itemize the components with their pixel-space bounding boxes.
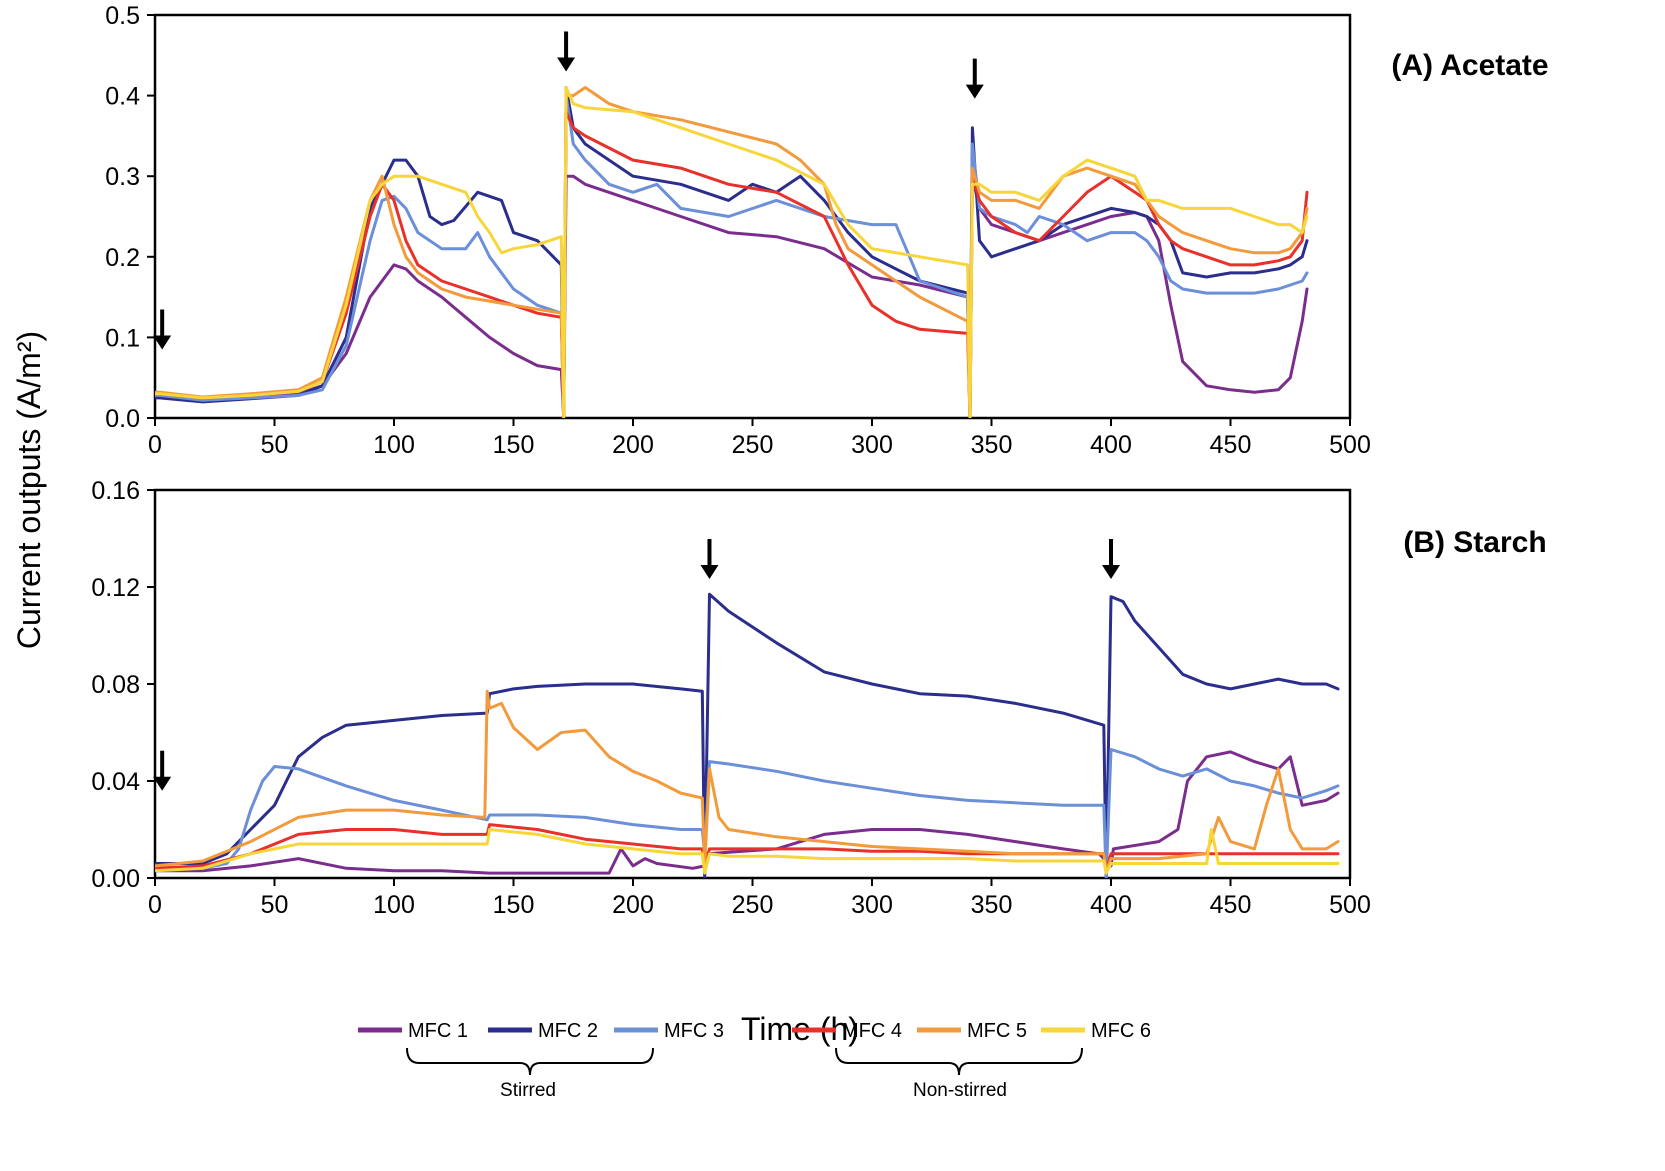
y-axis-title: Current outputs (A/m²) [11,331,47,649]
starch-series-mfc-6 [155,828,1340,875]
feeding-arrow-icon [700,539,719,579]
panel-starch: 0 50 100 150 200 250 300 350 400 450 500 0.00 0.04 0.… [91,477,1546,919]
legend: MFC 1 MFC 2 MFC 3 Stirred MFC 4 MFC 5 MFC 6 Non… [358,1020,1151,1101]
legend-label: MFC 4 [842,1020,902,1042]
acetate-plot-frame [153,13,1352,420]
starch-x-tick-label: 300 [851,891,893,919]
acetate-series-mfc-3 [155,94,1309,418]
panel-acetate: 0 50 100 150 200 250 300 350 400 450 500 0.0 0.1 0.2 0… [105,2,1548,459]
acetate-y-tick-label: 0.5 [105,2,140,30]
starch-x-tick-label: 500 [1329,891,1371,919]
starch-y-tick-label: 0.08 [91,671,140,699]
starch-series-mfc-2 [155,592,1340,878]
acetate-x-tick-label: 150 [493,431,535,459]
starch-series-group [155,592,1340,878]
acetate-x-tick-label: 250 [732,431,774,459]
feeding-arrow-icon [1102,539,1120,579]
starch-x-tick-label: 400 [1090,891,1132,919]
feeding-arrow-icon [153,309,172,350]
legend-item-mfc-4: MFC 4 [792,1020,902,1042]
legend-group-brace [406,1047,654,1076]
starch-x-tick-label: 200 [612,891,654,919]
acetate-series-group [155,86,1309,418]
legend-group-brace [835,1047,1083,1076]
starch-x-tick-label: 450 [1210,891,1252,919]
legend-label: MFC 5 [967,1020,1027,1042]
starch-series-mfc-5 [155,689,1340,873]
starch-x-tick-label: 100 [373,891,415,919]
starch-series-mfc-4 [155,823,1340,873]
starch-series-mfc-3 [155,748,1340,878]
acetate-x-tick-label: 450 [1210,431,1252,459]
legend-label: MFC 2 [538,1020,598,1042]
feeding-arrow-icon [965,58,984,99]
legend-group-label-stirred: Stirred [500,1080,556,1101]
legend-item-mfc-3: MFC 3 [614,1020,724,1042]
legend-item-mfc-2: MFC 2 [488,1020,598,1042]
legend-label: MFC 3 [664,1020,724,1042]
starch-plot-frame [153,488,1352,880]
acetate-series-mfc-5 [155,86,1309,418]
legend-label: MFC 6 [1091,1020,1151,1042]
starch-y-tick-label: 0.04 [91,768,140,796]
acetate-series-mfc-6 [155,86,1309,418]
acetate-y-tick-label: 0.0 [105,405,140,433]
starch-y-tick-label: 0.16 [91,477,140,505]
starch-x-tick-label: 50 [261,891,289,919]
legend-item-mfc-1: MFC 1 [358,1020,468,1042]
legend-item-mfc-6: MFC 6 [1041,1020,1151,1042]
starch-x-tick-label: 350 [971,891,1013,919]
feeding-arrow-icon [557,31,576,72]
acetate-x-tick-label: 400 [1090,431,1132,459]
acetate-y-tick-label: 0.3 [105,163,140,191]
legend-group-label-non-stirred: Non-stirred [913,1080,1007,1101]
acetate-x-tick-label: 500 [1329,431,1371,459]
legend-label: MFC 1 [408,1020,468,1042]
acetate-x-tick-label: 0 [148,431,162,459]
starch-x-tick-label: 0 [148,891,162,919]
starch-series-mfc-1 [155,750,1340,875]
feeding-arrow-icon [153,750,172,791]
acetate-y-tick-label: 0.2 [105,244,140,272]
acetate-series-mfc-1 [155,174,1309,418]
acetate-x-tick-label: 200 [612,431,654,459]
acetate-y-tick-label: 0.1 [105,324,140,352]
starch-y-tick-label: 0.00 [91,865,140,893]
acetate-x-tick-label: 300 [851,431,893,459]
acetate-panel-title: (A) Acetate [1391,49,1548,82]
acetate-x-tick-label: 350 [971,431,1013,459]
legend-item-mfc-5: MFC 5 [917,1020,1027,1042]
acetate-x-tick-label: 50 [261,431,289,459]
starch-x-tick-label: 150 [493,891,535,919]
starch-x-tick-label: 250 [732,891,774,919]
starch-y-tick-label: 0.12 [91,574,140,602]
starch-panel-title: (B) Starch [1403,526,1546,559]
acetate-x-tick-label: 100 [373,431,415,459]
acetate-series-mfc-4 [155,110,1309,418]
acetate-y-tick-label: 0.4 [105,83,140,111]
